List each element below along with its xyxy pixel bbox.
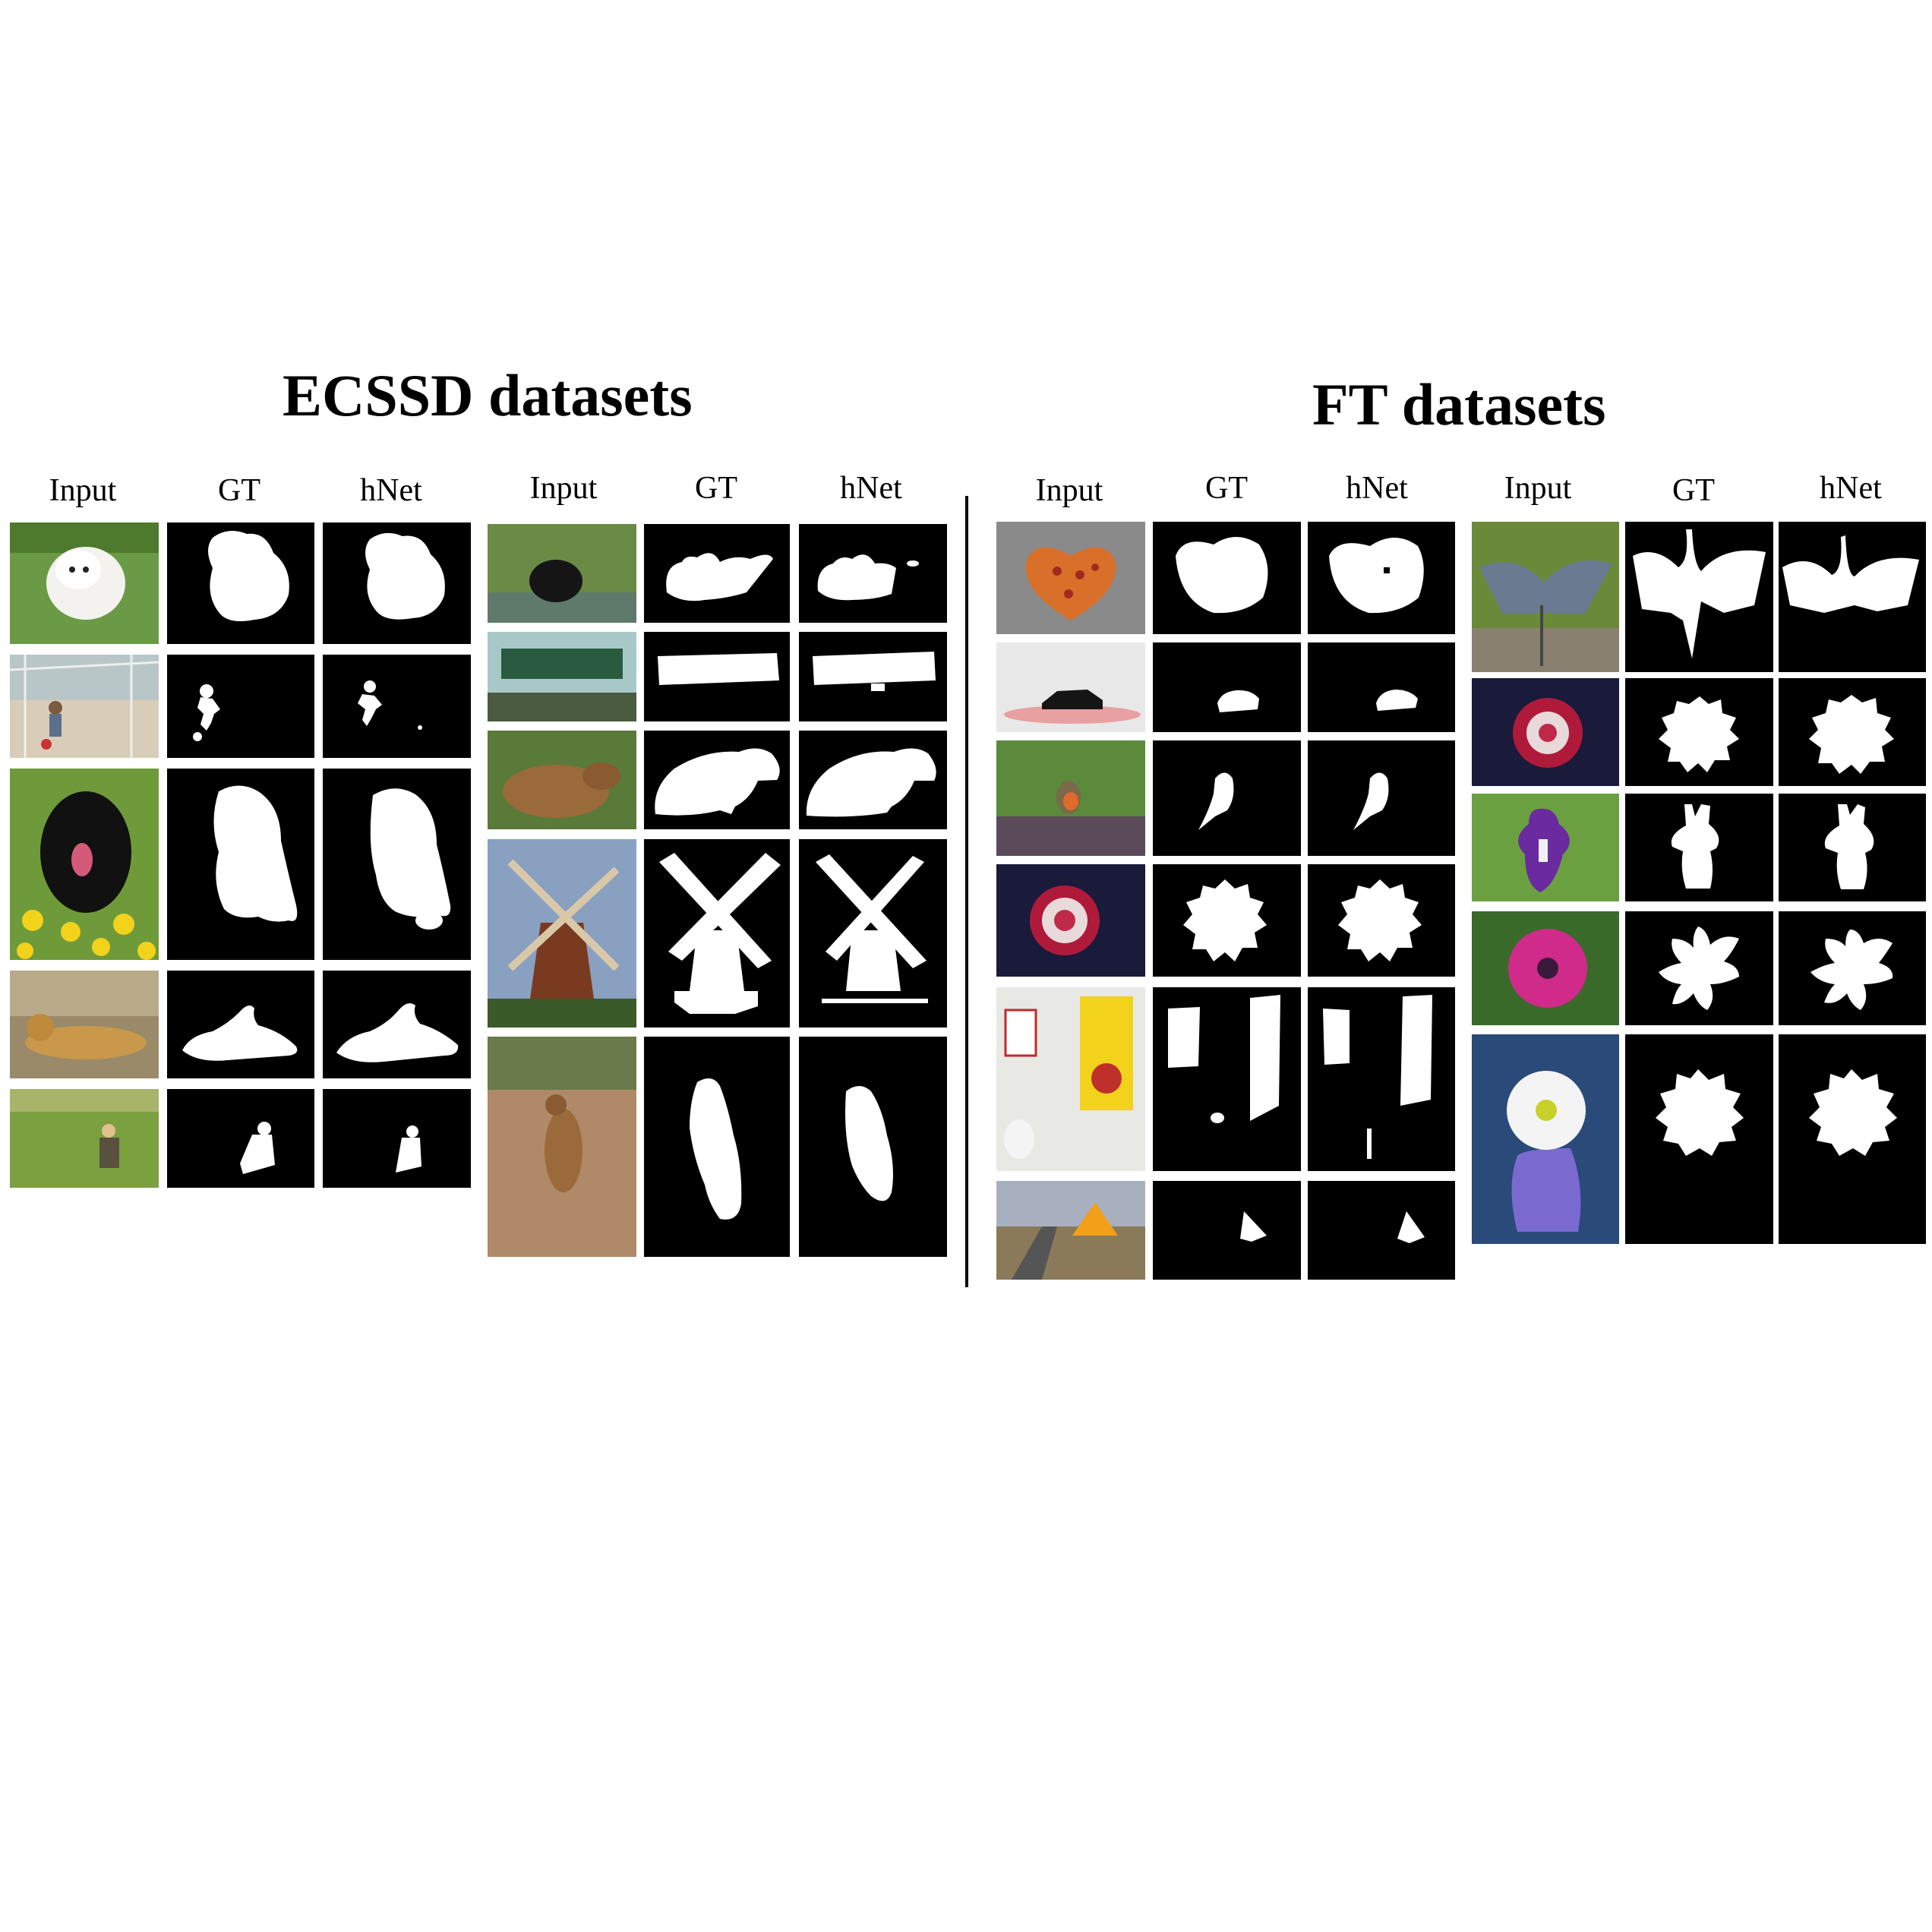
gt-mask-white-daisy-in-vase — [1625, 1034, 1773, 1244]
input-image-white-daisy-in-vase — [1472, 1034, 1619, 1244]
input-image-boy-kicking-ball — [10, 655, 159, 758]
gt-mask-black-dog-in-flowers — [167, 769, 314, 960]
gt-mask-caution-sign — [1153, 987, 1301, 1171]
hnet-mask-white-daisy-in-vase — [1779, 1034, 1926, 1244]
gt-mask-capybara — [644, 731, 790, 829]
hnet-mask-dahlia — [1308, 864, 1455, 977]
hnet-mask-heron — [1779, 522, 1926, 672]
hnet-mask-caution-sign — [1308, 987, 1455, 1171]
gt-mask-road-warning-sign — [1153, 1181, 1301, 1280]
input-image-windmill — [488, 839, 636, 1028]
ecssd-right-gt-header: GT — [695, 471, 737, 506]
input-image-ground-squirrel — [488, 1037, 636, 1257]
input-image-robin — [996, 740, 1145, 856]
gt-mask-purple-iris — [1625, 794, 1773, 901]
hnet-mask-lion-lying — [323, 971, 471, 1078]
input-image-person-with-dog — [10, 1089, 159, 1188]
section-divider — [965, 496, 968, 1287]
hnet-mask-road-warning-sign — [1308, 1181, 1455, 1280]
hnet-mask-black-dog-in-flowers — [323, 769, 471, 960]
input-image-black-dog-in-flowers — [10, 769, 159, 960]
gt-mask-black-car — [1153, 642, 1301, 732]
gt-mask-ground-squirrel — [644, 1037, 790, 1257]
ecssd-title: ECSSD datasets — [283, 362, 693, 428]
input-image-purple-iris — [1472, 794, 1619, 901]
gt-mask-dahlia — [1153, 864, 1301, 977]
input-image-capybara — [488, 731, 636, 829]
ecssd-right-input-header: Input — [529, 471, 598, 506]
ft-left-gt-header: GT — [1205, 471, 1248, 506]
hnet-mask-ground-squirrel — [799, 1037, 947, 1257]
hnet-mask-person-with-dog — [323, 1089, 471, 1188]
gt-mask-lion-lying — [167, 971, 314, 1078]
gt-mask-bear-cub — [644, 524, 790, 623]
hnet-mask-street-sign — [799, 632, 947, 721]
ecssd-right-hnet-header: hNet — [840, 471, 902, 506]
input-image-street-sign — [488, 632, 636, 721]
gt-mask-robin — [1153, 740, 1301, 856]
ft-title: FT datasets — [1312, 371, 1606, 437]
gt-mask-heart-pizza — [1153, 522, 1301, 634]
hnet-mask-windmill — [799, 839, 947, 1028]
gt-mask-red-white-dahlia — [1625, 678, 1773, 786]
ft-left-hnet-header: hNet — [1346, 471, 1408, 506]
ft-right-input-header: Input — [1504, 471, 1572, 506]
ft-left-input-header: Input — [1035, 473, 1103, 508]
hnet-mask-bear-cub — [799, 524, 947, 623]
input-image-lion-lying — [10, 971, 159, 1078]
ft-right-hnet-header: hNet — [1820, 471, 1882, 506]
gt-mask-white-dog — [167, 522, 314, 644]
hnet-mask-white-dog — [323, 522, 471, 644]
input-image-dahlia — [996, 864, 1145, 977]
gt-mask-heron — [1625, 522, 1773, 672]
ecssd-left-gt-header: GT — [218, 473, 260, 508]
input-image-heart-pizza — [996, 522, 1145, 634]
hnet-mask-black-car — [1308, 642, 1455, 732]
input-image-pink-daisy — [1472, 911, 1619, 1025]
hnet-mask-boy-kicking-ball — [323, 655, 471, 758]
input-image-caution-sign — [996, 987, 1145, 1171]
input-image-road-warning-sign — [996, 1181, 1145, 1280]
gt-mask-windmill — [644, 839, 790, 1028]
ecssd-left-hnet-header: hNet — [360, 473, 422, 508]
gt-mask-street-sign — [644, 632, 790, 721]
input-image-black-car — [996, 642, 1145, 732]
ft-right-gt-header: GT — [1672, 473, 1715, 508]
input-image-bear-cub — [488, 524, 636, 623]
ecssd-left-input-header: Input — [49, 473, 117, 508]
gt-mask-person-with-dog — [167, 1089, 314, 1188]
input-image-red-white-dahlia — [1472, 678, 1619, 786]
hnet-mask-heart-pizza — [1308, 522, 1455, 634]
gt-mask-boy-kicking-ball — [167, 655, 314, 758]
hnet-mask-pink-daisy — [1779, 911, 1926, 1025]
hnet-mask-red-white-dahlia — [1779, 678, 1926, 786]
gt-mask-pink-daisy — [1625, 911, 1773, 1025]
hnet-mask-purple-iris — [1779, 794, 1926, 901]
hnet-mask-capybara — [799, 731, 947, 829]
input-image-white-dog — [10, 522, 159, 644]
hnet-mask-robin — [1308, 740, 1455, 856]
input-image-heron — [1472, 522, 1619, 672]
